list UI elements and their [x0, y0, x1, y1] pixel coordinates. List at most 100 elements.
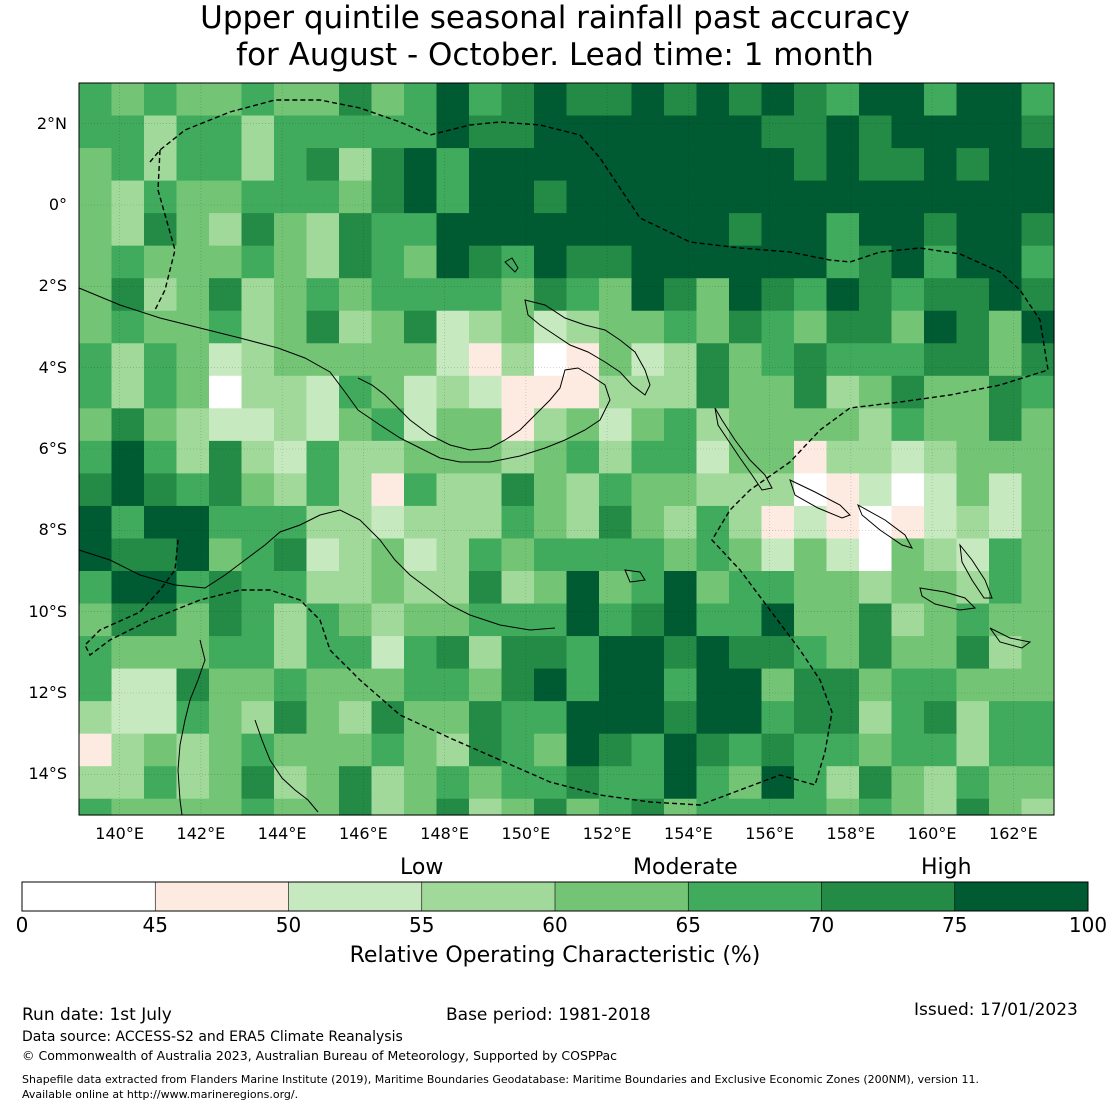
grid-cell — [339, 310, 373, 344]
grid-cell — [924, 440, 958, 474]
grid-cell — [469, 180, 503, 214]
grid-cell — [306, 668, 340, 702]
grid-cell — [469, 440, 503, 474]
grid-cell — [79, 408, 113, 442]
grid-cell — [306, 538, 340, 572]
grid-cell — [631, 180, 665, 214]
grid-cell — [436, 148, 470, 182]
grid-cell — [891, 115, 925, 149]
grid-cell — [826, 440, 860, 474]
grid-cell — [891, 83, 925, 117]
grid-cell — [664, 701, 698, 735]
grid-cell — [566, 245, 600, 279]
grid-cell — [469, 148, 503, 182]
coastline-solomon-makira — [989, 627, 1032, 649]
grid-cell — [761, 440, 795, 474]
grid-cell — [631, 245, 665, 279]
grid-cell — [404, 148, 438, 182]
grid-cell — [631, 343, 665, 377]
grid-cell — [501, 245, 535, 279]
grid-cell — [274, 278, 308, 312]
grid-cell — [566, 375, 600, 409]
grid-cell — [924, 473, 958, 507]
grid-cell — [79, 733, 113, 767]
grid-cell — [664, 408, 698, 442]
coastline-new-britain — [524, 299, 651, 396]
grid-cell — [176, 180, 210, 214]
grid-cell — [469, 733, 503, 767]
grid-cell — [404, 180, 438, 214]
grid-cell — [956, 408, 990, 442]
grid-cell — [371, 408, 405, 442]
grid-cell — [859, 83, 893, 117]
grid-cell — [306, 180, 340, 214]
grid-cell — [696, 505, 730, 540]
grid-cell — [891, 668, 925, 702]
grid-cell — [794, 83, 828, 117]
grid-cell — [566, 473, 600, 507]
grid-cell — [209, 473, 243, 507]
grid-cell — [306, 148, 340, 182]
grid-cell — [989, 798, 1023, 816]
grid-cell — [339, 505, 373, 540]
grid-cell — [371, 180, 405, 214]
grid-cell — [696, 408, 730, 442]
grid-cell — [566, 571, 600, 605]
grid-cell — [144, 733, 178, 767]
grid-cell — [371, 375, 405, 409]
grid-cell — [274, 148, 308, 182]
grid-cell — [404, 83, 438, 117]
grid-cell — [176, 798, 210, 816]
coastline-australia-cape-york — [177, 639, 206, 816]
grid-cell — [956, 798, 990, 816]
grid-cell — [761, 180, 795, 214]
longitude-label: 146°E — [339, 824, 388, 843]
grid-cell — [339, 115, 373, 149]
grid-cell — [144, 180, 178, 214]
grid-cell — [1021, 245, 1055, 279]
grid-cell — [306, 245, 340, 279]
grid-cell — [566, 213, 600, 247]
grid-cell — [566, 148, 600, 182]
grid-cell — [436, 603, 470, 637]
grid-cell — [859, 636, 893, 670]
grid-cell — [111, 180, 145, 214]
grid-cell — [371, 538, 405, 572]
grid-cell — [176, 538, 210, 572]
grid-cell — [176, 310, 210, 344]
grid-cell — [761, 733, 795, 767]
grid-cell — [989, 733, 1023, 767]
grid-cell — [729, 571, 763, 605]
grid-cell — [826, 180, 860, 214]
grid-cell — [469, 213, 503, 247]
grid-cell — [631, 766, 665, 800]
grid-cell — [794, 733, 828, 767]
grid-cell — [794, 343, 828, 377]
grid-cell — [79, 505, 113, 540]
grid-cell — [111, 473, 145, 507]
grid-cell — [664, 668, 698, 702]
grid-cell — [469, 701, 503, 735]
grid-cell — [339, 148, 373, 182]
grid-cell — [826, 538, 860, 572]
grid-cell — [924, 766, 958, 800]
grid-cell — [956, 213, 990, 247]
grid-cell — [859, 278, 893, 312]
grid-cell — [371, 83, 405, 117]
grid-cell — [501, 603, 535, 637]
grid-cell — [371, 798, 405, 816]
grid-cell — [209, 636, 243, 670]
grid-cell — [696, 701, 730, 735]
grid-cell — [664, 278, 698, 312]
grid-cell — [274, 798, 308, 816]
grid-cell — [794, 505, 828, 540]
grid-cell — [826, 636, 860, 670]
grid-cell — [794, 766, 828, 800]
grid-cell — [209, 375, 243, 409]
grid-cell — [436, 668, 470, 702]
grid-cell — [956, 538, 990, 572]
grid-cell — [761, 343, 795, 377]
grid-cell — [144, 603, 178, 637]
grid-cell — [891, 375, 925, 409]
grid-cell — [111, 636, 145, 670]
